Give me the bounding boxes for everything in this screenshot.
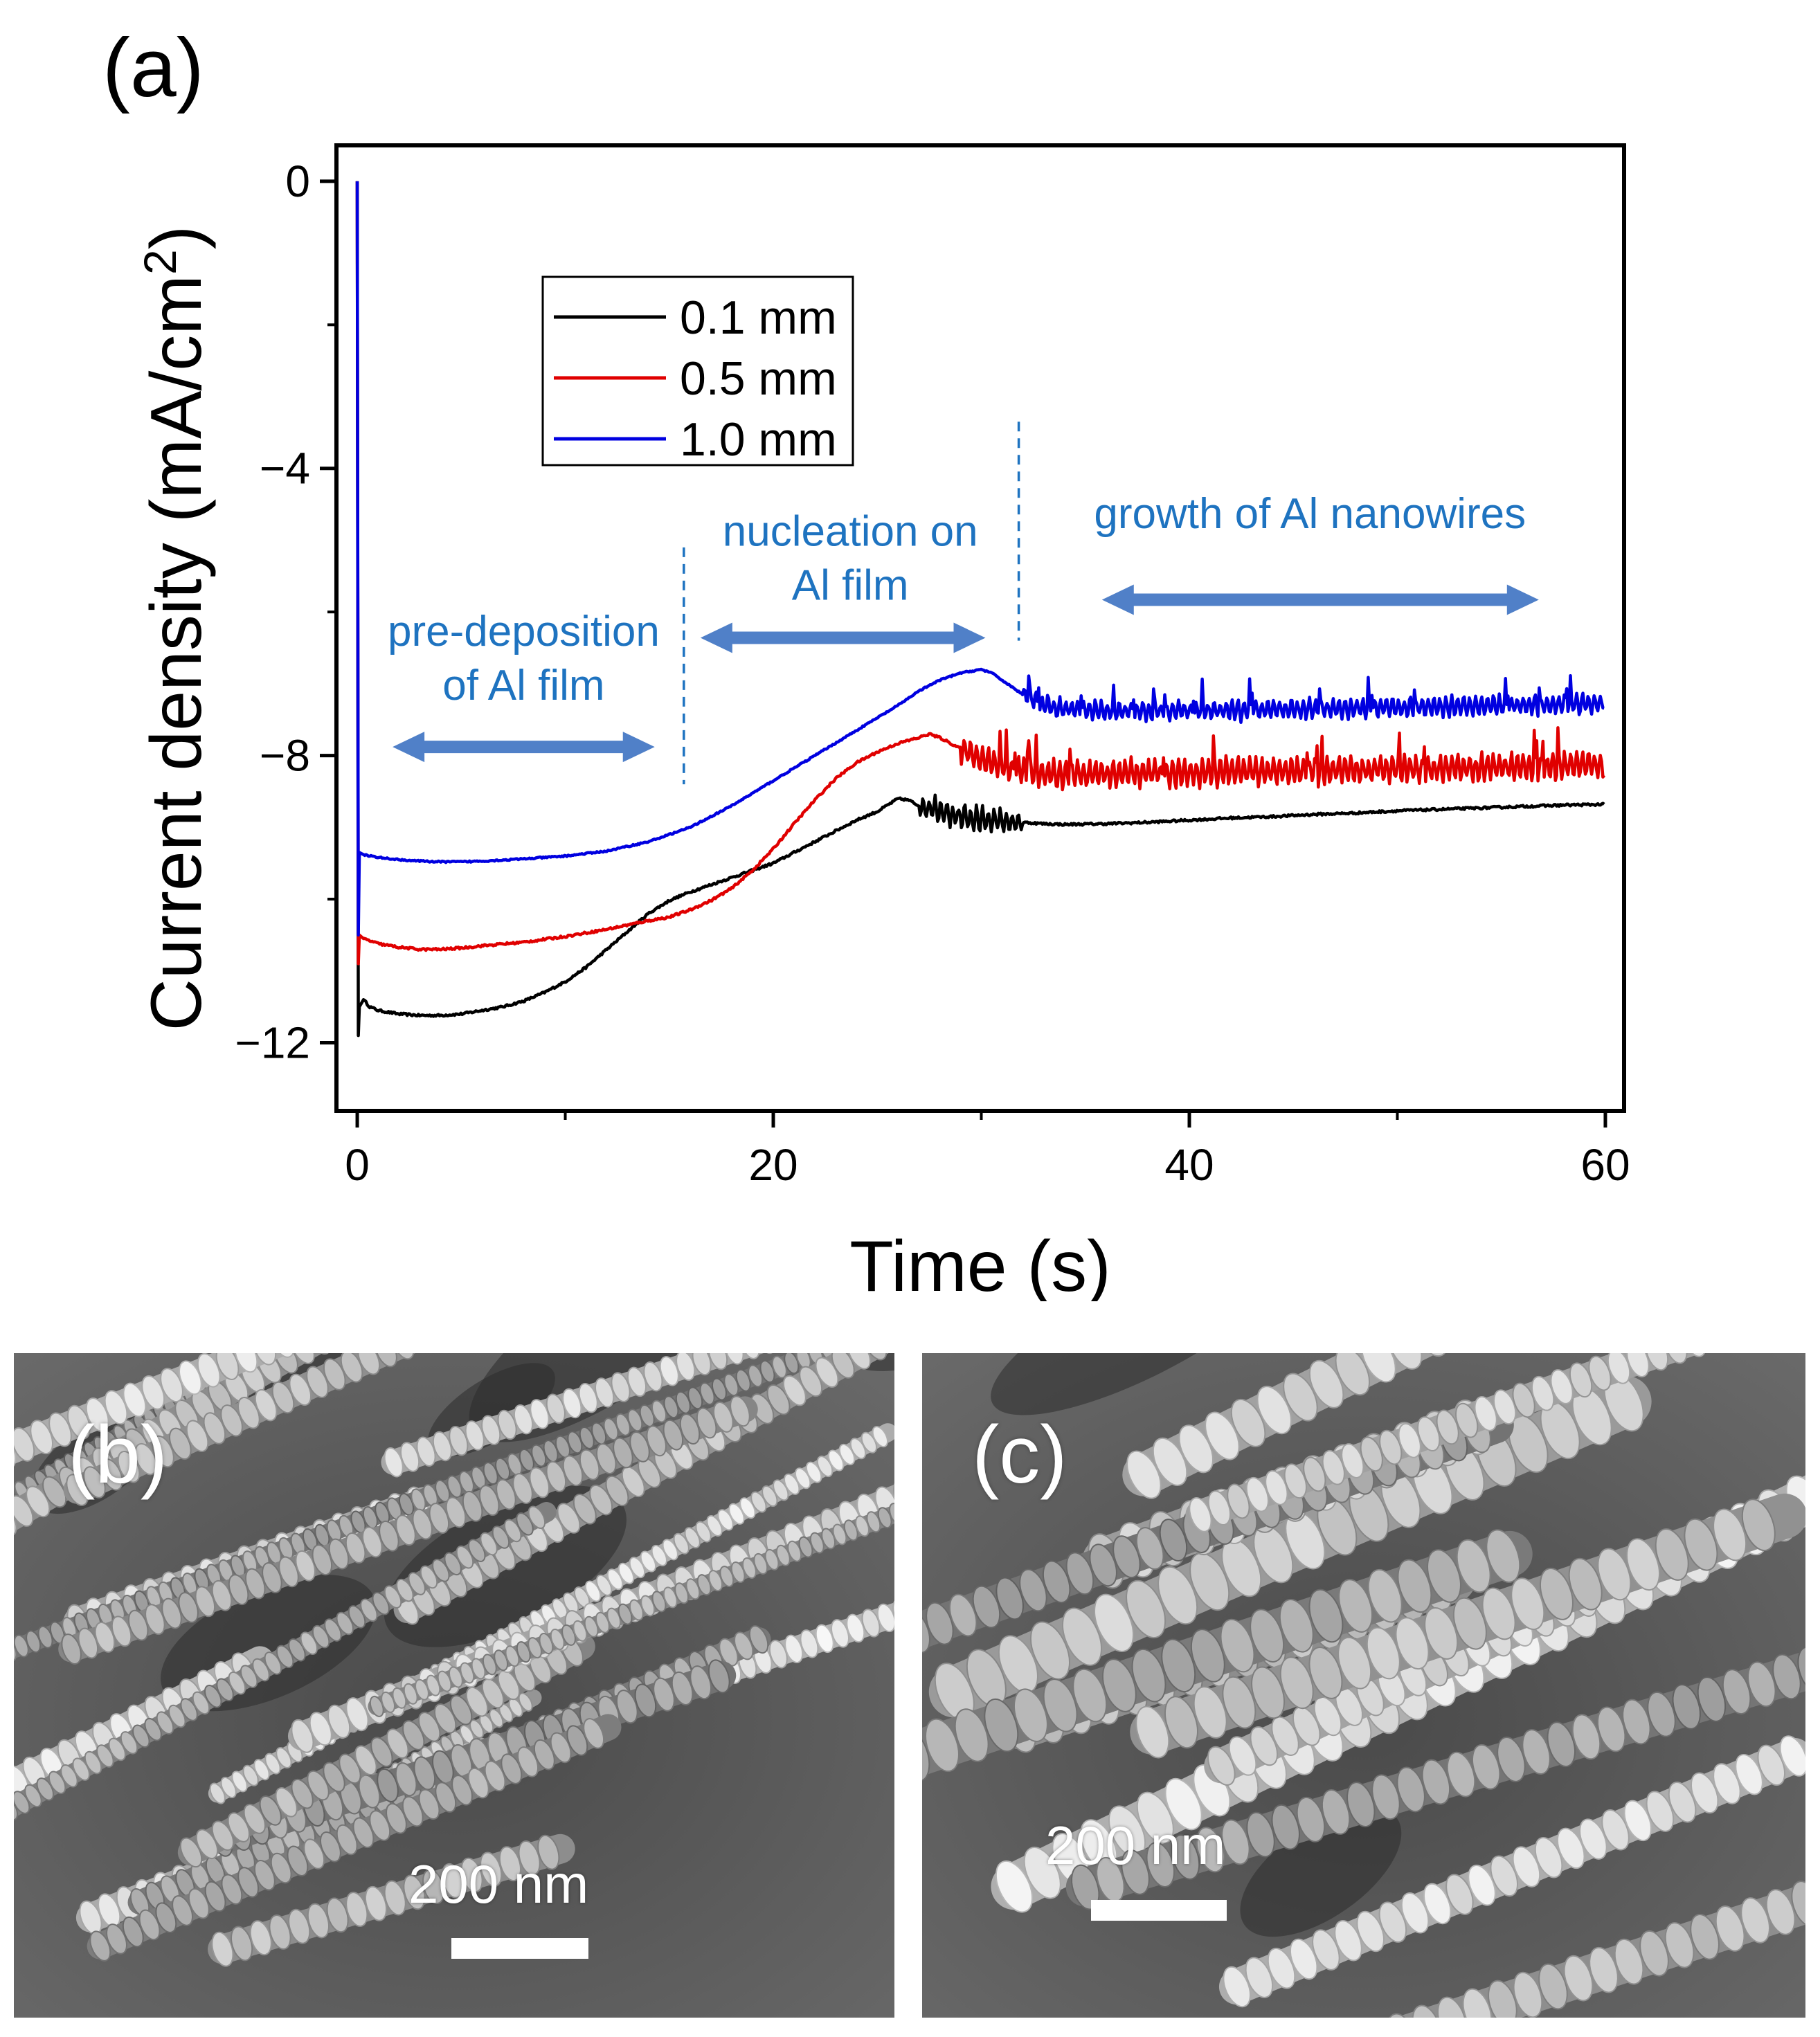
panel-label-c: (c): [972, 1409, 1067, 1501]
annotation-double-arrow-4: [700, 622, 986, 653]
nanowire: [1122, 1353, 1449, 1499]
nanowire: [58, 1395, 758, 1665]
legend-label-0-1-mm: 0.1 mm: [680, 291, 837, 344]
nanowire: [63, 1353, 416, 1506]
legend-label-1-0-mm: 1.0 mm: [680, 413, 837, 466]
nanowire: [1185, 1353, 1707, 1532]
sem-shadow: [1240, 1807, 1402, 1937]
series-line-1-0-mm: [355, 181, 1605, 937]
y-tick-label--4: −4: [260, 444, 310, 494]
nanowire: [1065, 1646, 1805, 1910]
x-tick-label-40: 40: [1164, 1140, 1214, 1190]
x-tick-label-0: 0: [345, 1140, 370, 1190]
panel-label-b: (b): [68, 1409, 168, 1501]
nanowire: [1387, 1881, 1805, 2018]
nanowire: [1218, 1735, 1805, 2008]
x-tick-label-20: 20: [748, 1140, 798, 1190]
nanowire: [1130, 1493, 1805, 1759]
x-axis-label: Time (s): [849, 1226, 1110, 1301]
panel-label-a: (a): [102, 21, 204, 114]
nanowire: [208, 1834, 575, 1967]
sem-c-nanowires: [922, 1353, 1805, 2018]
scale-bar-b: [451, 1938, 588, 1959]
nanowire: [381, 1353, 777, 1478]
sem-b-nanowires: [14, 1353, 894, 2018]
legend-label-0-5-mm: 0.5 mm: [680, 352, 837, 405]
scale-bar-c: [1091, 1900, 1227, 1921]
nanowire: [14, 1353, 295, 1469]
nanowire: [14, 1353, 847, 1662]
nanowire: [922, 1529, 1533, 1782]
annotation-double-arrow-3: [393, 732, 655, 763]
sem-image-b: (b) 200 nm: [14, 1353, 894, 2018]
annotation-text-0: pre-deposition of Al film: [388, 608, 660, 709]
nanowire: [87, 1714, 622, 1962]
legend-box: [541, 275, 854, 467]
current-density-chart: 0 20 40 60 0 −4 −8 −12 Time (s) Current density (…: [134, 143, 1630, 1301]
y-tick-label--8: −8: [260, 731, 310, 781]
x-tick-label-60: 60: [1580, 1140, 1630, 1190]
nanowire: [177, 1633, 595, 1868]
series-line-0-1-mm: [355, 181, 1605, 1038]
legend: 0.1 mm 0.5 mm 1.0 mm: [541, 275, 854, 467]
annotation-text-2: growth of Al nanowires: [1094, 490, 1526, 538]
sem-image-c: (c) 200 nm: [922, 1353, 1805, 2018]
y-tick-label--12: −12: [235, 1017, 310, 1067]
series-line-0-5-mm: [355, 181, 1605, 966]
nanowire: [14, 1501, 557, 1821]
annotation-text-1: nucleation on Al film: [723, 508, 978, 610]
scale-bar-label-c: 200 nm: [1045, 1815, 1226, 1876]
y-tick-label-0: 0: [285, 156, 310, 206]
scale-bar-label-b: 200 nm: [408, 1854, 589, 1914]
y-axis-label: Current density (mA/cm2): [134, 226, 217, 1031]
nanowire: [928, 1373, 1652, 1721]
nanowire: [368, 1503, 894, 1717]
annotation-double-arrow-5: [1101, 584, 1539, 615]
sem-shadow: [991, 1353, 1288, 1415]
